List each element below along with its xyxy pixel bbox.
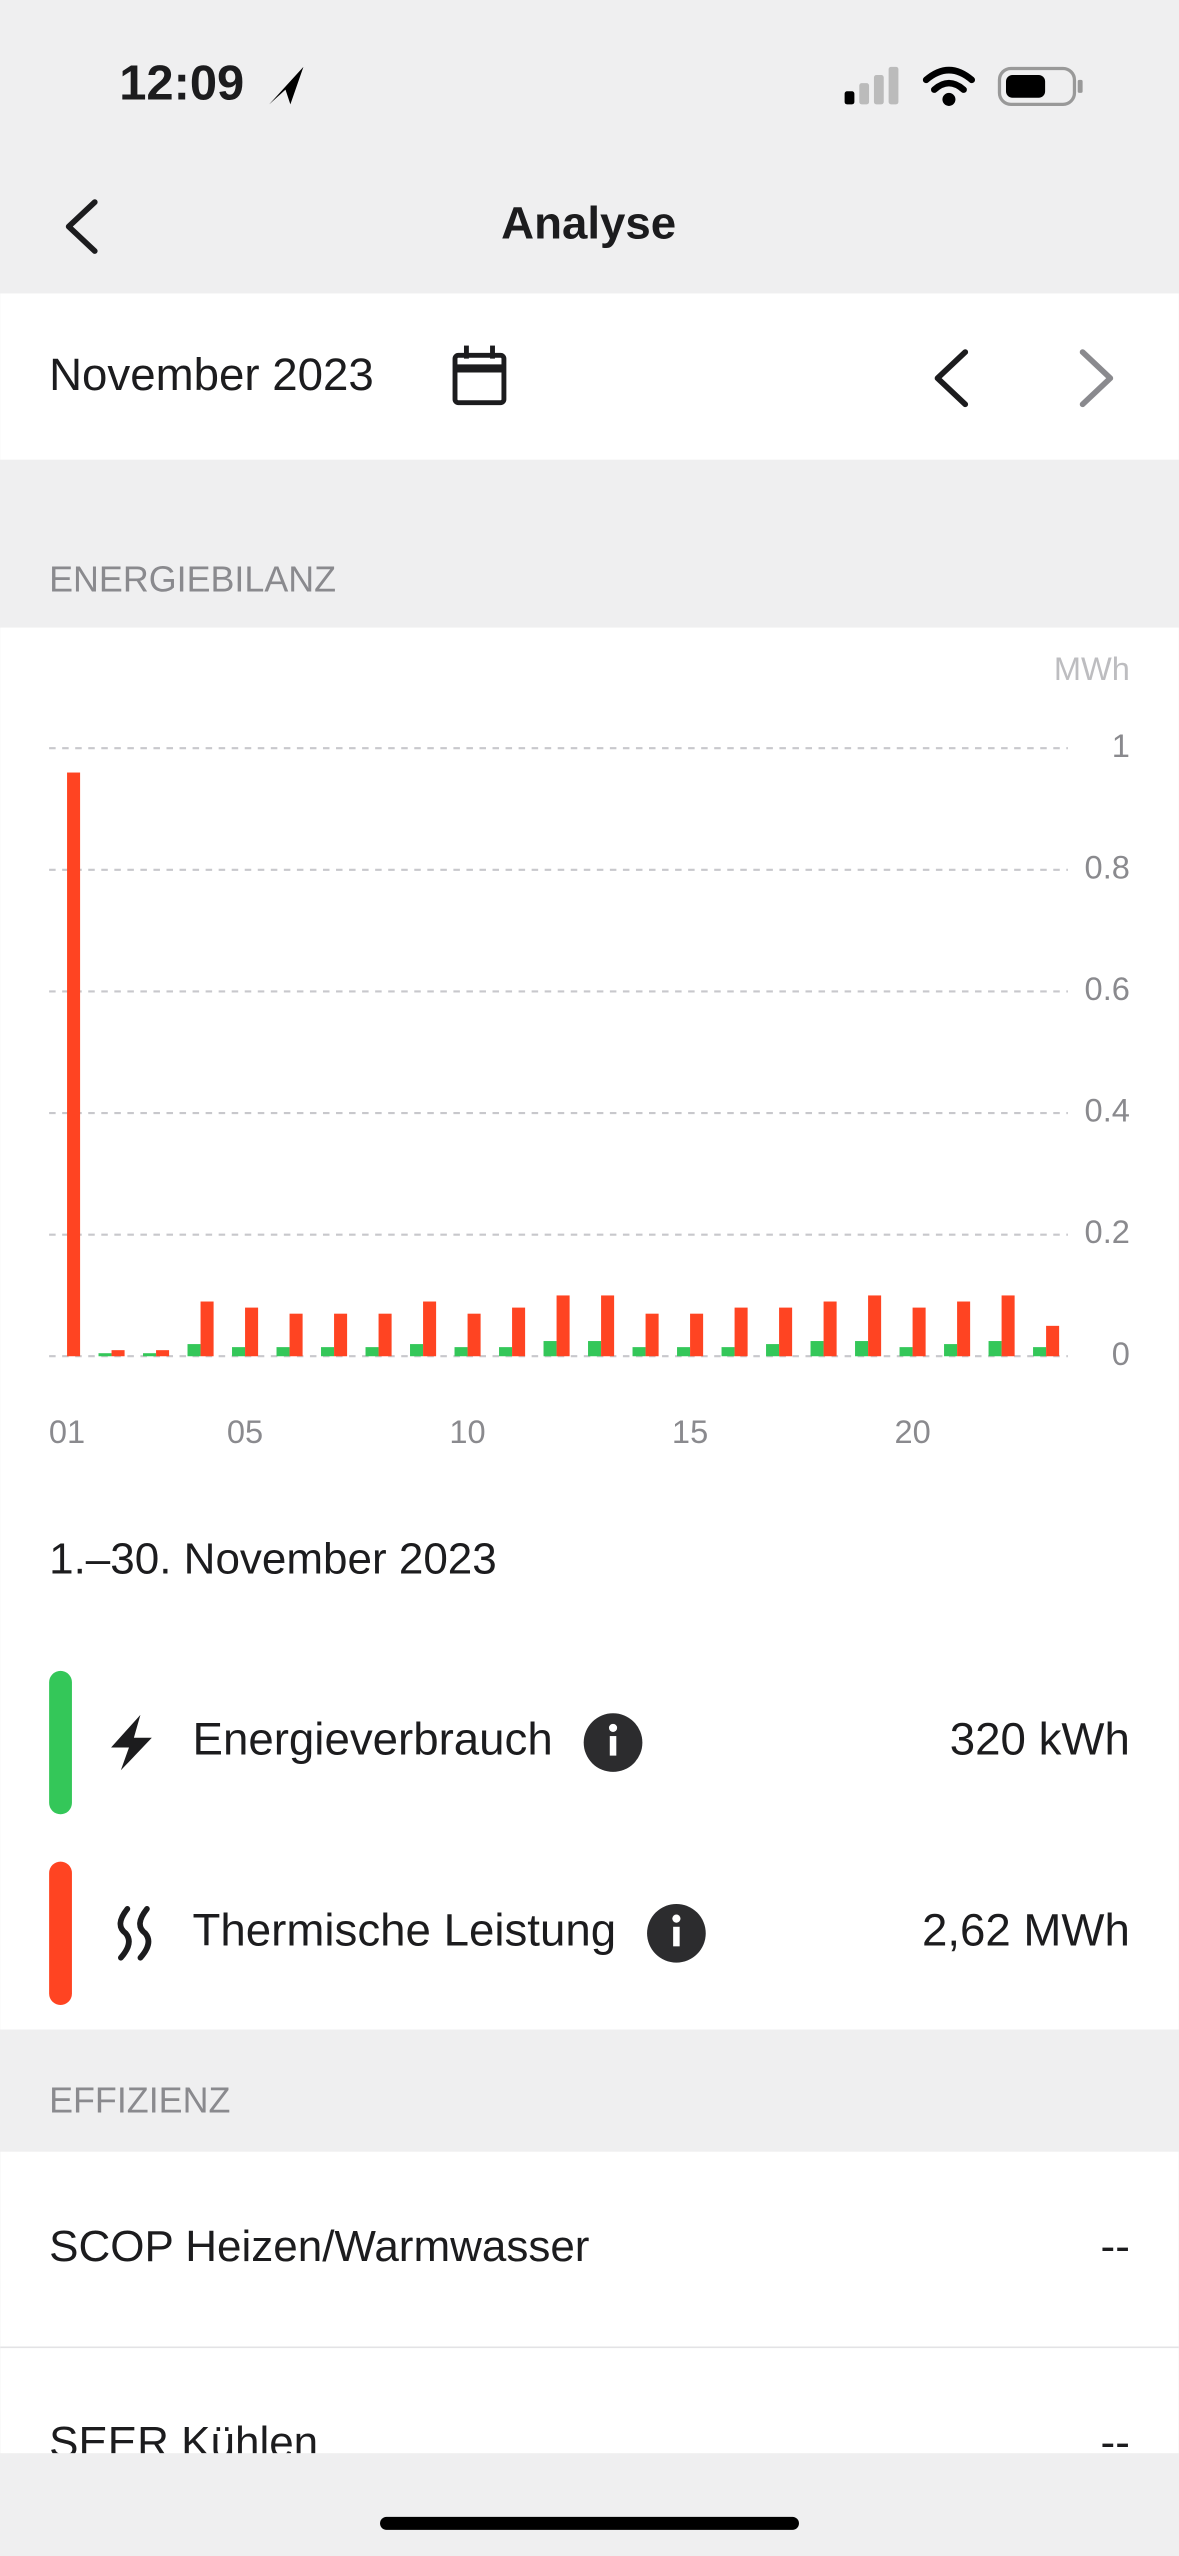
bar xyxy=(378,1313,392,1357)
bar xyxy=(232,1347,246,1357)
section-header: EFFIZIENZ xyxy=(49,2080,230,2120)
period-bar xyxy=(0,293,1179,460)
legend: Energieverbrauch 320 kWh Thermische Leistu… xyxy=(49,1670,1130,2006)
efficiency-card xyxy=(0,2151,1179,2454)
period-label: November 2023 xyxy=(49,349,374,400)
bar xyxy=(111,1350,125,1357)
energy-icon xyxy=(111,1714,152,1771)
bar xyxy=(588,1341,602,1357)
x-tick-label: 05 xyxy=(227,1413,263,1450)
y-tick-label: 0.6 xyxy=(1085,970,1130,1007)
bar xyxy=(944,1344,958,1357)
row-value: -- xyxy=(1101,2222,1130,2271)
legend-swatch xyxy=(49,1670,72,1815)
bar xyxy=(912,1307,926,1357)
y-axis-label: MWh xyxy=(1054,650,1130,687)
info-glyph xyxy=(609,1736,617,1756)
calendar-button[interactable] xyxy=(452,345,507,406)
bar xyxy=(334,1313,348,1357)
battery-icon xyxy=(997,66,1083,106)
bar xyxy=(67,772,81,1357)
bar xyxy=(779,1307,793,1357)
efficiency-list: SCOP Heizen/Warmwasser -- SEER Kühlen -- xyxy=(0,2151,1179,2467)
info-glyph xyxy=(672,1914,681,1923)
bar xyxy=(454,1347,468,1357)
bar xyxy=(1046,1325,1060,1357)
bar xyxy=(365,1347,379,1357)
row-label: SEER Kühlen xyxy=(49,2418,318,2467)
bar xyxy=(855,1341,869,1357)
bar xyxy=(423,1301,437,1357)
section-header: ENERGIEBILANZ xyxy=(49,559,336,599)
legend-label: Energieverbrauch xyxy=(193,1714,553,1765)
info-glyph xyxy=(673,1926,680,1947)
bar xyxy=(734,1307,748,1357)
bar xyxy=(512,1307,526,1357)
bar xyxy=(645,1313,659,1357)
legend-total: 2,62 MWh xyxy=(922,1904,1130,1955)
bar xyxy=(276,1347,290,1357)
previous-button[interactable] xyxy=(934,349,969,408)
bar xyxy=(200,1301,214,1357)
bar xyxy=(766,1344,780,1357)
x-tick-label: 20 xyxy=(894,1413,930,1450)
bar xyxy=(321,1347,335,1357)
bar xyxy=(632,1347,646,1357)
bar xyxy=(156,1350,170,1357)
bar xyxy=(823,1301,837,1357)
legend-swatch xyxy=(49,1861,72,2006)
bar xyxy=(677,1347,691,1357)
x-tick-label: 01 xyxy=(49,1413,85,1450)
chart: MWh 0 0.2 0.4 0.6 0.8 1 01 05 10 15 20 xyxy=(49,650,1130,1450)
bar xyxy=(810,1341,824,1357)
next-button[interactable] xyxy=(1079,349,1114,408)
bar xyxy=(601,1295,615,1357)
bar xyxy=(988,1341,1002,1357)
info-button[interactable] xyxy=(647,1903,706,1963)
bar xyxy=(721,1347,735,1357)
home-area xyxy=(0,2453,1179,2556)
bar xyxy=(1033,1347,1047,1357)
signal-icon xyxy=(844,66,899,105)
bar xyxy=(98,1353,112,1357)
bar xyxy=(868,1295,882,1357)
back-button[interactable] xyxy=(65,199,98,254)
info-glyph xyxy=(608,1723,618,1732)
bar xyxy=(543,1341,557,1357)
bar xyxy=(1001,1295,1015,1357)
x-tick-label: 10 xyxy=(449,1413,485,1450)
bar xyxy=(467,1313,481,1357)
status-time: 12:09 xyxy=(119,56,244,110)
bar xyxy=(690,1313,704,1357)
bar xyxy=(899,1347,913,1357)
y-tick-label: 0 xyxy=(1112,1335,1130,1372)
y-tick-label: 1 xyxy=(1112,727,1130,764)
home-indicator xyxy=(380,2516,799,2530)
legend-total: 320 kWh xyxy=(950,1714,1130,1765)
chart-subtitle: 1.–30. November 2023 xyxy=(49,1534,497,1583)
y-tick-label: 0.8 xyxy=(1085,848,1130,885)
y-tick-label: 0.2 xyxy=(1085,1213,1130,1250)
nav-title: Analyse xyxy=(501,198,676,249)
bar xyxy=(143,1353,157,1357)
bar xyxy=(245,1307,259,1357)
row-value: -- xyxy=(1101,2418,1130,2467)
bar xyxy=(410,1344,424,1357)
chart-card xyxy=(0,627,1179,2030)
bar xyxy=(499,1347,513,1357)
info-button[interactable] xyxy=(583,1713,643,1772)
bar xyxy=(187,1344,201,1357)
row-label: SCOP Heizen/Warmwasser xyxy=(49,2222,589,2271)
heat-icon xyxy=(117,1905,152,1961)
x-tick-label: 15 xyxy=(672,1413,708,1450)
legend-label: Thermische Leistung xyxy=(193,1904,617,1955)
y-tick-label: 0.4 xyxy=(1085,1092,1130,1129)
bar xyxy=(556,1295,570,1357)
bar xyxy=(289,1313,303,1357)
bar xyxy=(957,1301,971,1357)
wifi-icon xyxy=(922,66,976,106)
